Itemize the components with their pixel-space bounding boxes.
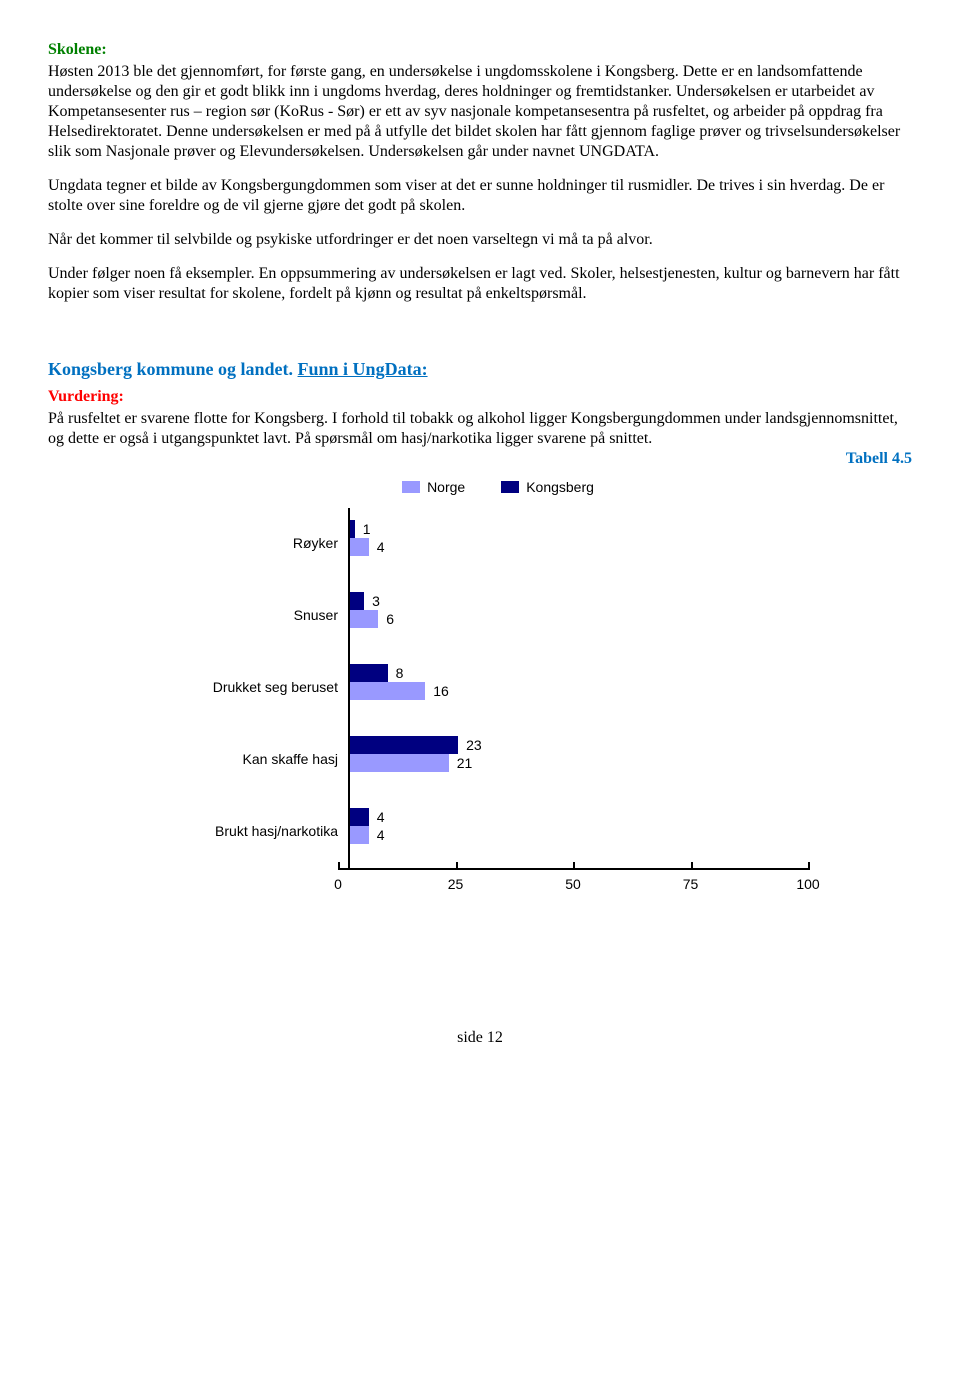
chart-bar: 16 [350, 682, 425, 700]
chart-bars: 44 [348, 796, 818, 868]
chart-bars: 816 [348, 652, 818, 724]
chart-row: Brukt hasj/narkotika44 [178, 796, 818, 868]
x-tick [691, 862, 693, 870]
section-heading: Kongsberg kommune og landet. Funn i UngD… [48, 358, 912, 381]
section-heading-underline: Funn i UngData: [298, 359, 428, 379]
chart-x-axis: 0255075100 [338, 868, 808, 908]
x-tick-label: 25 [448, 876, 464, 894]
chart-bar-value: 3 [372, 592, 380, 610]
chart-category-label: Røyker [178, 535, 348, 553]
x-tick [808, 862, 810, 870]
chart-row: Kan skaffe hasj2321 [178, 724, 818, 796]
legend-label: Kongsberg [526, 479, 594, 497]
legend-item: Norge [402, 479, 465, 497]
chart-bar: 21 [350, 754, 449, 772]
chart-bar: 4 [350, 826, 369, 844]
chart-bar: 4 [350, 538, 369, 556]
paragraph-4: Under følger noen få eksempler. En oppsu… [48, 264, 912, 304]
page-footer: side 12 [48, 1028, 912, 1048]
chart-bar-value: 21 [457, 754, 473, 772]
chart-legend: Norge Kongsberg [178, 479, 818, 497]
section-heading-plain: Kongsberg kommune og landet. [48, 359, 298, 379]
chart-category-label: Kan skaffe hasj [178, 751, 348, 769]
chart-bar-value: 16 [433, 682, 449, 700]
chart-bar: 8 [350, 664, 388, 682]
x-tick [573, 862, 575, 870]
chart-bar: 23 [350, 736, 458, 754]
legend-label: Norge [427, 479, 465, 497]
chart-row: Drukket seg beruset816 [178, 652, 818, 724]
legend-swatch [402, 481, 420, 493]
chart-bar-value: 4 [377, 826, 385, 844]
chart-plot: Røyker14Snuser36Drukket seg beruset816Ka… [178, 508, 818, 868]
chart-bar-value: 23 [466, 736, 482, 754]
x-tick-label: 100 [796, 876, 819, 894]
chart-row: Snuser36 [178, 580, 818, 652]
heading-skolene: Skolene: [48, 41, 107, 58]
chart-category-label: Drukket seg beruset [178, 679, 348, 697]
chart-category-label: Snuser [178, 607, 348, 625]
chart-ungdata: NorgeKongsberg Røyker14Snuser36Drukket s… [178, 479, 818, 909]
chart-bar: 6 [350, 610, 378, 628]
chart-category-label: Brukt hasj/narkotika [178, 823, 348, 841]
x-tick [338, 862, 340, 870]
vurdering-text: På rusfeltet er svarene flotte for Kongs… [48, 410, 898, 447]
table-label: Tabell 4.5 [48, 449, 912, 469]
chart-bar: 1 [350, 520, 355, 538]
legend-swatch [501, 481, 519, 493]
x-tick-label: 50 [565, 876, 581, 894]
chart-bar-value: 6 [386, 610, 394, 628]
vurdering-label: Vurdering: [48, 388, 124, 405]
chart-bar-value: 8 [396, 664, 404, 682]
chart-row: Røyker14 [178, 508, 818, 580]
x-tick [456, 862, 458, 870]
legend-item: Kongsberg [501, 479, 594, 497]
paragraph-3: Når det kommer til selvbilde og psykiske… [48, 230, 912, 250]
chart-bar-value: 1 [363, 520, 371, 538]
chart-bars: 2321 [348, 724, 818, 796]
x-tick-label: 0 [334, 876, 342, 894]
paragraph-1: Høsten 2013 ble det gjennomført, for før… [48, 62, 912, 162]
chart-bars: 36 [348, 580, 818, 652]
chart-bars: 14 [348, 508, 818, 580]
chart-bar-value: 4 [377, 808, 385, 826]
chart-bar: 4 [350, 808, 369, 826]
chart-bar: 3 [350, 592, 364, 610]
x-tick-label: 75 [683, 876, 699, 894]
paragraph-2: Ungdata tegner et bilde av Kongsbergungd… [48, 176, 912, 216]
chart-bar-value: 4 [377, 538, 385, 556]
